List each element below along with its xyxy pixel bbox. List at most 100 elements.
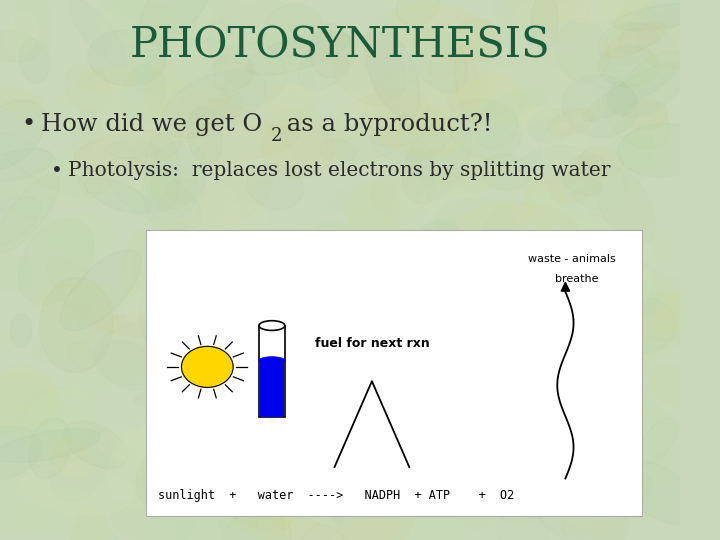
Ellipse shape (228, 428, 320, 464)
Ellipse shape (73, 508, 108, 540)
Ellipse shape (314, 49, 374, 123)
Ellipse shape (455, 45, 480, 123)
Ellipse shape (603, 0, 662, 57)
Ellipse shape (500, 468, 580, 511)
Ellipse shape (366, 96, 461, 158)
Ellipse shape (568, 160, 628, 210)
Bar (259, 326, 285, 417)
Ellipse shape (344, 306, 463, 363)
Ellipse shape (5, 14, 38, 56)
Ellipse shape (55, 138, 130, 176)
Ellipse shape (24, 390, 96, 452)
Ellipse shape (387, 248, 464, 304)
Ellipse shape (191, 186, 239, 259)
Ellipse shape (408, 219, 457, 262)
Text: PHOTOSYNTHESIS: PHOTOSYNTHESIS (130, 25, 550, 67)
Ellipse shape (562, 75, 638, 137)
Ellipse shape (549, 154, 606, 204)
Circle shape (181, 346, 233, 387)
Ellipse shape (215, 0, 267, 59)
Ellipse shape (382, 0, 457, 32)
Ellipse shape (146, 425, 206, 477)
Ellipse shape (391, 4, 498, 62)
Text: waste - animals: waste - animals (528, 254, 616, 264)
Ellipse shape (562, 475, 652, 538)
Ellipse shape (575, 261, 652, 320)
Ellipse shape (571, 217, 629, 306)
Text: breathe: breathe (555, 274, 599, 285)
Ellipse shape (427, 57, 458, 79)
Ellipse shape (253, 228, 302, 256)
Ellipse shape (0, 372, 57, 430)
Ellipse shape (0, 429, 100, 462)
Ellipse shape (0, 174, 60, 253)
Ellipse shape (438, 156, 499, 194)
Ellipse shape (302, 316, 329, 382)
Ellipse shape (421, 185, 487, 226)
Ellipse shape (228, 333, 331, 372)
Ellipse shape (51, 437, 93, 479)
Ellipse shape (435, 442, 485, 496)
Ellipse shape (114, 424, 160, 479)
Ellipse shape (575, 315, 617, 395)
Ellipse shape (132, 144, 175, 177)
Ellipse shape (440, 295, 505, 348)
Ellipse shape (315, 221, 367, 276)
Ellipse shape (207, 22, 251, 86)
Ellipse shape (220, 86, 323, 112)
Ellipse shape (431, 271, 516, 318)
Ellipse shape (330, 32, 406, 105)
Ellipse shape (400, 83, 451, 151)
Ellipse shape (477, 418, 517, 454)
Ellipse shape (638, 418, 677, 464)
Ellipse shape (84, 178, 151, 214)
Ellipse shape (490, 487, 531, 516)
Ellipse shape (189, 235, 262, 259)
Ellipse shape (193, 374, 219, 422)
Ellipse shape (338, 90, 395, 136)
Ellipse shape (435, 198, 517, 249)
Ellipse shape (348, 515, 392, 540)
Ellipse shape (616, 51, 690, 117)
Ellipse shape (637, 9, 712, 70)
Ellipse shape (583, 62, 680, 121)
Ellipse shape (310, 24, 352, 78)
Ellipse shape (65, 374, 109, 400)
Ellipse shape (10, 314, 32, 347)
Ellipse shape (361, 373, 441, 417)
Bar (146, 230, 642, 516)
Ellipse shape (605, 22, 665, 58)
Ellipse shape (161, 70, 267, 138)
Text: Photolysis:  replaces lost electrons by splitting water: Photolysis: replaces lost electrons by s… (68, 160, 611, 180)
Ellipse shape (143, 60, 176, 123)
Ellipse shape (104, 28, 162, 83)
Ellipse shape (21, 489, 95, 535)
Ellipse shape (354, 238, 423, 289)
Ellipse shape (570, 412, 603, 434)
Ellipse shape (482, 154, 531, 191)
Ellipse shape (24, 218, 94, 282)
Ellipse shape (348, 425, 390, 503)
Ellipse shape (534, 0, 590, 40)
Ellipse shape (0, 0, 69, 47)
Ellipse shape (224, 510, 292, 540)
Ellipse shape (261, 119, 335, 178)
Ellipse shape (397, 0, 440, 25)
Text: 2: 2 (271, 127, 282, 145)
Ellipse shape (264, 404, 304, 436)
Ellipse shape (60, 249, 142, 331)
Ellipse shape (618, 0, 696, 53)
Ellipse shape (98, 0, 212, 45)
Ellipse shape (416, 377, 496, 424)
Ellipse shape (598, 46, 659, 87)
Ellipse shape (66, 286, 143, 304)
Text: How did we get O: How did we get O (41, 113, 262, 136)
Ellipse shape (172, 85, 229, 138)
Ellipse shape (210, 377, 271, 448)
Ellipse shape (0, 379, 64, 438)
Text: as a byproduct?!: as a byproduct?! (279, 113, 492, 136)
Ellipse shape (264, 4, 324, 57)
Ellipse shape (229, 508, 344, 540)
Ellipse shape (613, 3, 710, 30)
Ellipse shape (648, 365, 701, 408)
